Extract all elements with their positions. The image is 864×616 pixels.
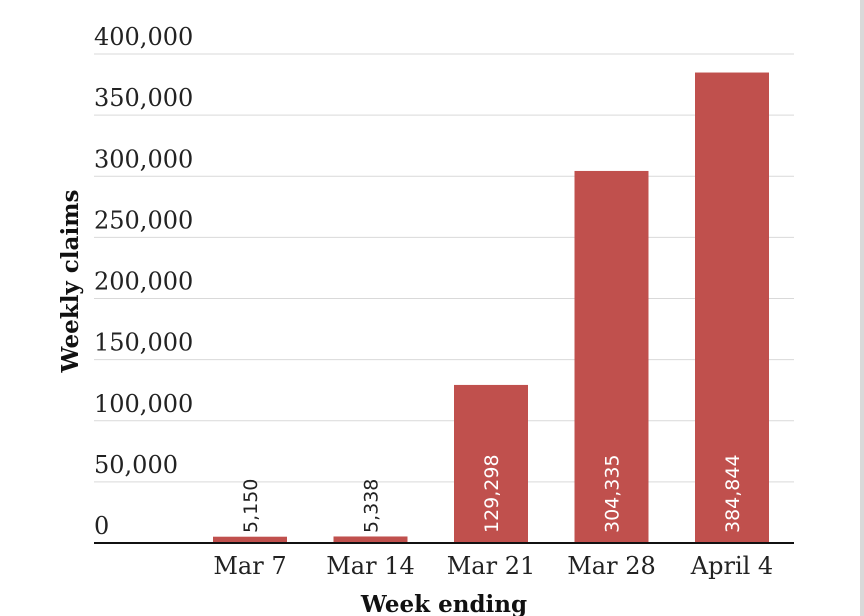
bars bbox=[213, 72, 769, 544]
x-axis-categories: Mar 7 Mar 14 Mar 21 Mar 28 April 4 bbox=[213, 552, 773, 580]
y-tick-label: 0 bbox=[94, 512, 109, 540]
window-edge bbox=[860, 0, 864, 616]
bar bbox=[454, 384, 528, 543]
data-label: 384,844 bbox=[722, 454, 744, 533]
y-tick-label: 350,000 bbox=[94, 84, 193, 112]
y-tick-label: 100,000 bbox=[94, 390, 193, 418]
y-tick-label: 300,000 bbox=[94, 145, 193, 173]
y-tick-label: 150,000 bbox=[94, 329, 193, 357]
bar bbox=[333, 536, 408, 543]
x-tick-label: Mar 14 bbox=[326, 552, 415, 580]
bar bbox=[213, 536, 287, 543]
y-tick-label: 400,000 bbox=[94, 23, 193, 51]
y-tick-label: 250,000 bbox=[94, 206, 193, 234]
data-label: 304,335 bbox=[602, 454, 624, 533]
x-tick-label: April 4 bbox=[690, 552, 773, 580]
bar bbox=[695, 72, 769, 544]
data-label: 5,150 bbox=[240, 479, 262, 533]
data-label: 5,338 bbox=[361, 479, 383, 533]
data-labels: 5,150 5,338 129,298 304,335 384,844 bbox=[240, 454, 744, 533]
x-tick-label: Mar 28 bbox=[567, 552, 656, 580]
x-tick-label: Mar 21 bbox=[447, 552, 536, 580]
y-tick-label: 200,000 bbox=[94, 268, 193, 296]
x-tick-label: Mar 7 bbox=[213, 552, 286, 580]
y-axis-ticks: 0 50,000 100,000 150,000 200,000 250,000 300,0… bbox=[94, 23, 193, 540]
y-axis-title: Weekly claims bbox=[57, 190, 84, 374]
data-label: 129,298 bbox=[481, 454, 503, 533]
gridlines bbox=[94, 53, 794, 483]
bar bbox=[574, 170, 649, 543]
x-axis-title: Week ending bbox=[360, 591, 527, 616]
y-tick-label: 50,000 bbox=[94, 451, 178, 479]
